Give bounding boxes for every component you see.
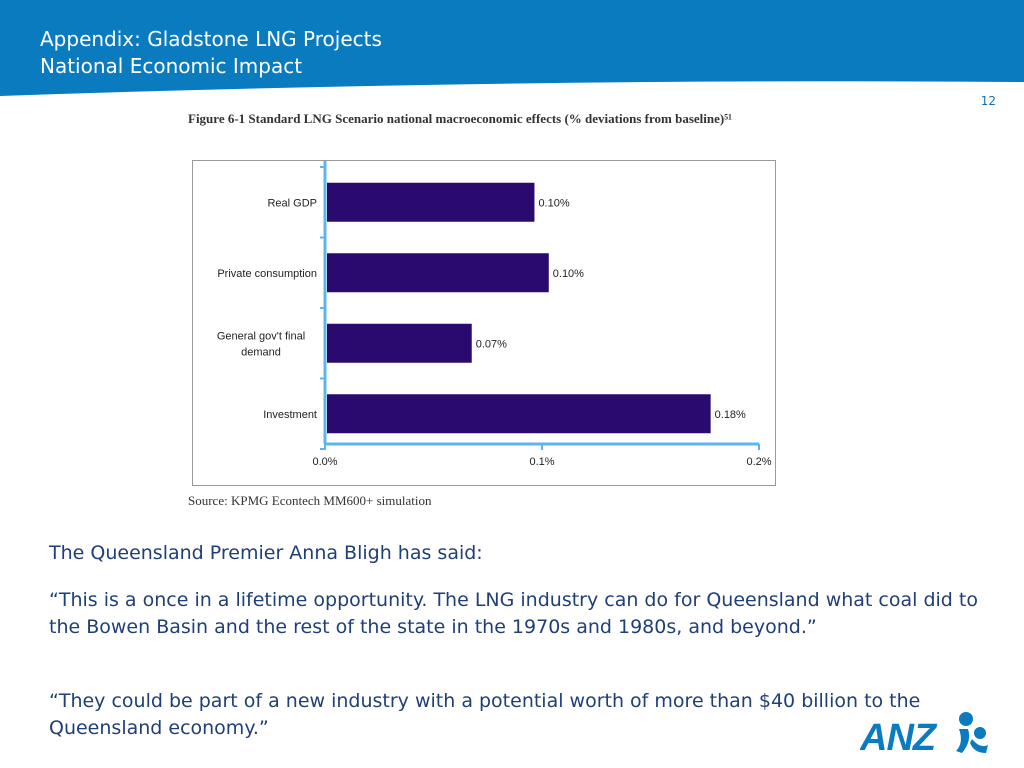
header-band <box>0 0 1024 96</box>
anz-logo-text: ANZ <box>860 717 938 755</box>
chart-frame: 0.0% 0.1% 0.2% 0.10% Real GDP 0.10% Private co… <box>192 160 776 486</box>
category-label: General gov't final demand <box>217 330 305 358</box>
data-label: 0.18% <box>715 409 746 421</box>
bar <box>327 253 549 293</box>
bar <box>327 182 535 222</box>
slide-subtitle: National Economic Impact <box>40 54 303 78</box>
category-label: Real GDP <box>267 197 317 209</box>
anz-logo: ANZ <box>860 712 988 755</box>
quote-lifetime-opportunity: “This is a once in a lifetime opportunit… <box>49 589 978 638</box>
category-label: Private consumption <box>217 268 317 280</box>
page-number: 12 <box>980 94 996 108</box>
x-tick-label: 0.1% <box>529 456 554 468</box>
data-label: 0.10% <box>553 268 584 280</box>
bar <box>327 323 472 363</box>
x-tick-label: 0.2% <box>746 456 771 468</box>
data-label: 0.10% <box>538 197 569 209</box>
bar-chart: 0.0% 0.1% 0.2% 0.10% Real GDP 0.10% Private co… <box>217 161 772 468</box>
anz-figures-icon <box>956 712 988 753</box>
x-tick-label: 0.0% <box>312 456 337 468</box>
data-label: 0.07% <box>476 338 507 350</box>
figure-caption: Figure 6-1 Standard LNG Scenario nationa… <box>188 111 732 126</box>
quote-industry-worth: “They could be part of a new industry wi… <box>49 690 921 739</box>
figure-source: Source: KPMG Econtech MM600+ simulation <box>188 493 432 508</box>
slide-title: Appendix: Gladstone LNG Projects <box>40 27 382 51</box>
bar <box>327 394 711 434</box>
category-label: Investment <box>263 409 317 421</box>
intro-text: The Queensland Premier Anna Bligh has sa… <box>49 542 483 564</box>
